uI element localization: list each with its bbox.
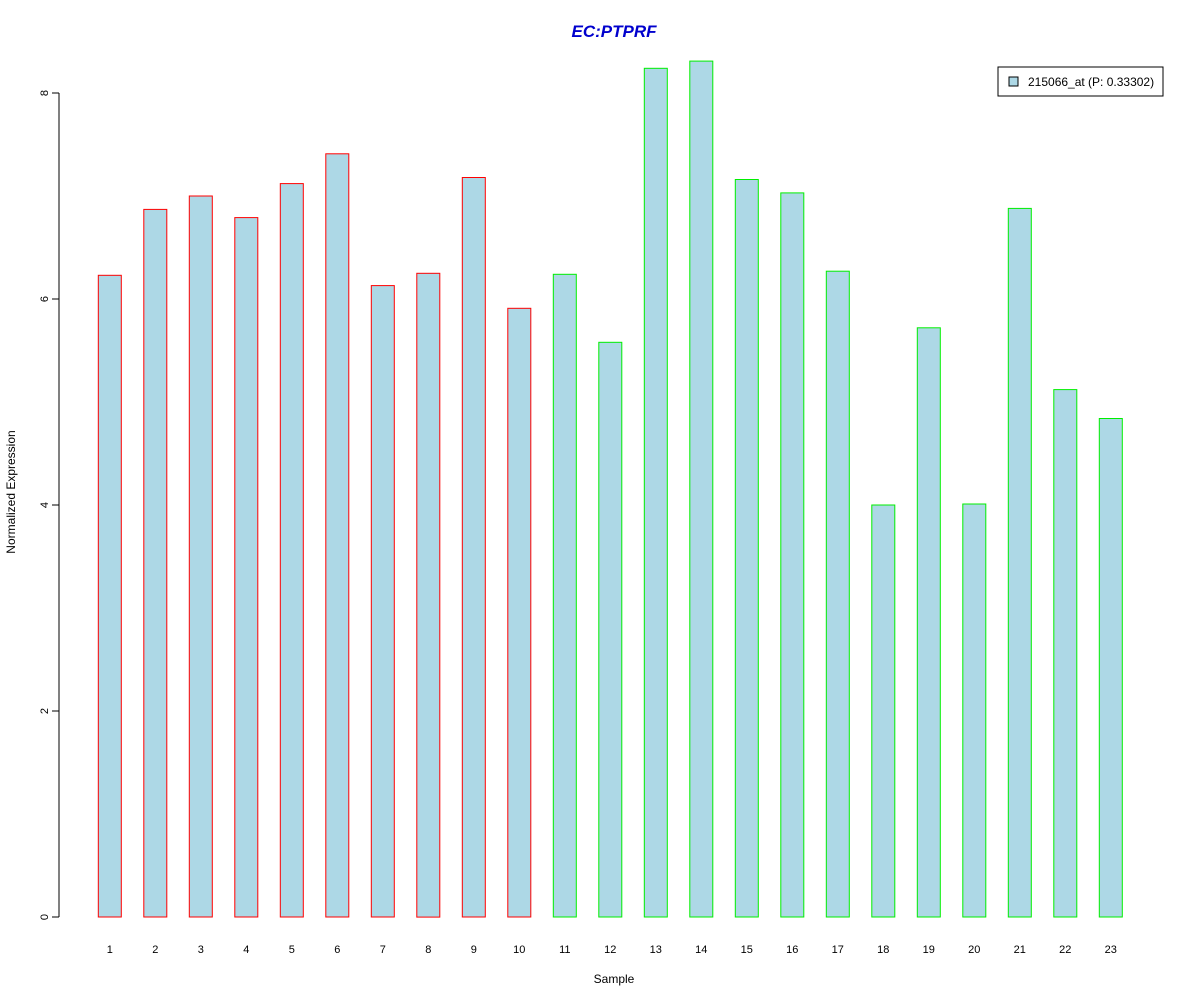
x-tick-label: 12	[604, 944, 616, 956]
bar-sample-14	[689, 60, 714, 918]
bar-sample-1	[97, 274, 122, 918]
bar-sample-18	[871, 504, 896, 918]
bar-sample-19	[916, 327, 941, 918]
y-axis-label: Normalized Expression	[4, 430, 18, 553]
x-tick-label: 10	[513, 944, 525, 956]
x-tick-label: 23	[1105, 944, 1117, 956]
bar-sample-12	[598, 341, 623, 918]
y-tick-label: 2	[39, 708, 51, 714]
bar-sample-9	[461, 177, 486, 918]
x-tick-label: 3	[198, 944, 204, 956]
bar-sample-11	[552, 273, 577, 918]
y-tick-label: 0	[39, 914, 51, 920]
bar-sample-21	[1007, 207, 1032, 918]
y-tick-label: 6	[39, 296, 51, 302]
bar-sample-7	[370, 285, 395, 918]
bar-sample-6	[325, 153, 350, 918]
bar-sample-13	[643, 67, 668, 918]
x-tick-label: 7	[380, 944, 386, 956]
bar-sample-4	[234, 217, 259, 918]
bar-sample-22	[1053, 389, 1078, 918]
legend-swatch	[1008, 76, 1019, 87]
bar-sample-15	[734, 179, 759, 918]
bar-sample-2	[143, 208, 168, 918]
legend-label: 215066_at (P: 0.33302)	[1028, 75, 1154, 89]
bar-sample-5	[279, 183, 304, 918]
x-tick-label: 13	[650, 944, 662, 956]
legend-box	[997, 66, 1164, 97]
bars-group	[97, 60, 1123, 918]
x-tick-label: 19	[923, 944, 935, 956]
x-tick-label: 1	[107, 944, 113, 956]
x-tick-label: 21	[1014, 944, 1026, 956]
bar-sample-16	[780, 192, 805, 918]
x-tick-label: 9	[471, 944, 477, 956]
x-tick-label: 16	[786, 944, 798, 956]
chart-title: EC:PTPRF	[572, 22, 658, 41]
x-tick-label: 4	[243, 944, 249, 956]
x-tick-label: 8	[425, 944, 431, 956]
y-axis: 0 2 4 6 8	[39, 90, 60, 920]
bar-sample-20	[962, 503, 987, 918]
x-tick-label: 15	[741, 944, 753, 956]
y-tick-label: 4	[39, 502, 51, 508]
x-axis-label: Sample	[594, 972, 635, 986]
x-tick-label: 17	[832, 944, 844, 956]
x-tick-label: 20	[968, 944, 980, 956]
y-tick-label: 8	[39, 90, 51, 96]
x-tick-labels: 1 2 3 4 5 6 7 8 9 10 11 12 13 14 15 16 17 18 19 20 21 22 23	[107, 944, 1117, 956]
x-tick-label: 22	[1059, 944, 1071, 956]
x-tick-label: 18	[877, 944, 889, 956]
x-tick-label: 6	[334, 944, 340, 956]
legend: 215066_at (P: 0.33302)	[997, 66, 1164, 97]
bar-sample-23	[1098, 418, 1123, 918]
x-tick-label: 14	[695, 944, 707, 956]
bar-sample-17	[825, 270, 850, 918]
x-tick-label: 5	[289, 944, 295, 956]
x-tick-label: 2	[152, 944, 158, 956]
bar-sample-3	[188, 195, 213, 918]
bar-sample-10	[507, 307, 532, 918]
x-tick-label: 11	[559, 944, 570, 956]
bar-sample-8	[416, 272, 441, 918]
